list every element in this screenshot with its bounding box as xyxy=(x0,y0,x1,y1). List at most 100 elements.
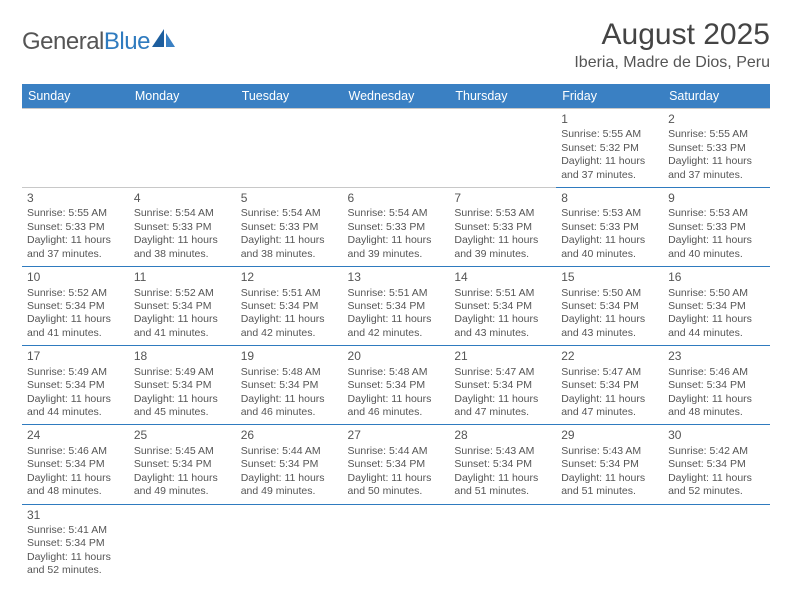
daylight-text-1: Daylight: 11 hours xyxy=(668,393,765,406)
daylight-text-1: Daylight: 11 hours xyxy=(668,313,765,326)
daylight-text-1: Daylight: 11 hours xyxy=(454,393,551,406)
sunset-text: Sunset: 5:34 PM xyxy=(561,300,658,313)
calendar-cell: 28Sunrise: 5:43 AMSunset: 5:34 PMDayligh… xyxy=(449,425,556,504)
calendar-row: 3Sunrise: 5:55 AMSunset: 5:33 PMDaylight… xyxy=(22,188,770,267)
daylight-text-2: and 51 minutes. xyxy=(561,485,658,498)
daylight-text-1: Daylight: 11 hours xyxy=(27,234,124,247)
calendar-cell: 19Sunrise: 5:48 AMSunset: 5:34 PMDayligh… xyxy=(236,346,343,425)
day-header-row: Sunday Monday Tuesday Wednesday Thursday… xyxy=(22,84,770,109)
sunset-text: Sunset: 5:34 PM xyxy=(454,300,551,313)
day-number: 29 xyxy=(561,428,658,443)
daylight-text-1: Daylight: 11 hours xyxy=(134,313,231,326)
calendar-cell xyxy=(236,109,343,188)
sunrise-text: Sunrise: 5:48 AM xyxy=(348,366,445,379)
daylight-text-2: and 43 minutes. xyxy=(454,327,551,340)
daylight-text-1: Daylight: 11 hours xyxy=(27,393,124,406)
sunrise-text: Sunrise: 5:55 AM xyxy=(27,207,124,220)
sunrise-text: Sunrise: 5:54 AM xyxy=(241,207,338,220)
sunrise-text: Sunrise: 5:44 AM xyxy=(348,445,445,458)
day-number: 18 xyxy=(134,349,231,364)
daylight-text-2: and 44 minutes. xyxy=(27,406,124,419)
calendar-cell: 5Sunrise: 5:54 AMSunset: 5:33 PMDaylight… xyxy=(236,188,343,267)
daylight-text-2: and 43 minutes. xyxy=(561,327,658,340)
daylight-text-1: Daylight: 11 hours xyxy=(454,472,551,485)
sunrise-text: Sunrise: 5:53 AM xyxy=(454,207,551,220)
daylight-text-2: and 52 minutes. xyxy=(668,485,765,498)
daylight-text-1: Daylight: 11 hours xyxy=(668,155,765,168)
logo: GeneralBlue xyxy=(22,18,176,56)
daylight-text-1: Daylight: 11 hours xyxy=(27,313,124,326)
daylight-text-2: and 42 minutes. xyxy=(348,327,445,340)
header-tuesday: Tuesday xyxy=(236,84,343,109)
month-title: August 2025 xyxy=(574,18,770,52)
day-number: 23 xyxy=(668,349,765,364)
sunset-text: Sunset: 5:34 PM xyxy=(348,300,445,313)
daylight-text-2: and 41 minutes. xyxy=(27,327,124,340)
daylight-text-2: and 44 minutes. xyxy=(668,327,765,340)
daylight-text-2: and 40 minutes. xyxy=(561,248,658,261)
sunset-text: Sunset: 5:34 PM xyxy=(241,458,338,471)
day-number: 5 xyxy=(241,191,338,206)
calendar-cell: 8Sunrise: 5:53 AMSunset: 5:33 PMDaylight… xyxy=(556,188,663,267)
calendar-cell: 3Sunrise: 5:55 AMSunset: 5:33 PMDaylight… xyxy=(22,188,129,267)
calendar-cell: 21Sunrise: 5:47 AMSunset: 5:34 PMDayligh… xyxy=(449,346,556,425)
sunrise-text: Sunrise: 5:43 AM xyxy=(454,445,551,458)
sunrise-text: Sunrise: 5:49 AM xyxy=(27,366,124,379)
daylight-text-2: and 47 minutes. xyxy=(454,406,551,419)
calendar-row: 10Sunrise: 5:52 AMSunset: 5:34 PMDayligh… xyxy=(22,267,770,346)
daylight-text-1: Daylight: 11 hours xyxy=(348,313,445,326)
sunrise-text: Sunrise: 5:51 AM xyxy=(348,287,445,300)
day-number: 8 xyxy=(561,191,658,206)
day-number: 31 xyxy=(27,508,124,523)
sunrise-text: Sunrise: 5:49 AM xyxy=(134,366,231,379)
sunrise-text: Sunrise: 5:53 AM xyxy=(561,207,658,220)
calendar-cell: 17Sunrise: 5:49 AMSunset: 5:34 PMDayligh… xyxy=(22,346,129,425)
calendar-cell: 16Sunrise: 5:50 AMSunset: 5:34 PMDayligh… xyxy=(663,267,770,346)
sunrise-text: Sunrise: 5:51 AM xyxy=(241,287,338,300)
daylight-text-1: Daylight: 11 hours xyxy=(668,234,765,247)
sunrise-text: Sunrise: 5:42 AM xyxy=(668,445,765,458)
day-number: 11 xyxy=(134,270,231,285)
sunset-text: Sunset: 5:34 PM xyxy=(27,300,124,313)
daylight-text-1: Daylight: 11 hours xyxy=(561,393,658,406)
daylight-text-1: Daylight: 11 hours xyxy=(134,472,231,485)
sunset-text: Sunset: 5:34 PM xyxy=(241,300,338,313)
calendar-cell: 7Sunrise: 5:53 AMSunset: 5:33 PMDaylight… xyxy=(449,188,556,267)
day-number: 19 xyxy=(241,349,338,364)
calendar-cell: 22Sunrise: 5:47 AMSunset: 5:34 PMDayligh… xyxy=(556,346,663,425)
header-friday: Friday xyxy=(556,84,663,109)
daylight-text-2: and 39 minutes. xyxy=(348,248,445,261)
calendar-cell: 30Sunrise: 5:42 AMSunset: 5:34 PMDayligh… xyxy=(663,425,770,504)
day-number: 21 xyxy=(454,349,551,364)
sunset-text: Sunset: 5:34 PM xyxy=(348,379,445,392)
sunrise-text: Sunrise: 5:54 AM xyxy=(348,207,445,220)
sunset-text: Sunset: 5:34 PM xyxy=(27,458,124,471)
daylight-text-2: and 48 minutes. xyxy=(668,406,765,419)
sunset-text: Sunset: 5:33 PM xyxy=(668,221,765,234)
daylight-text-2: and 49 minutes. xyxy=(241,485,338,498)
sunset-text: Sunset: 5:33 PM xyxy=(561,221,658,234)
sunrise-text: Sunrise: 5:52 AM xyxy=(134,287,231,300)
sunset-text: Sunset: 5:34 PM xyxy=(454,458,551,471)
day-number: 25 xyxy=(134,428,231,443)
sunset-text: Sunset: 5:33 PM xyxy=(27,221,124,234)
sunrise-text: Sunrise: 5:46 AM xyxy=(27,445,124,458)
daylight-text-2: and 42 minutes. xyxy=(241,327,338,340)
sunset-text: Sunset: 5:34 PM xyxy=(27,379,124,392)
sunset-text: Sunset: 5:34 PM xyxy=(668,458,765,471)
day-number: 3 xyxy=(27,191,124,206)
sunrise-text: Sunrise: 5:53 AM xyxy=(668,207,765,220)
day-number: 10 xyxy=(27,270,124,285)
sunrise-text: Sunrise: 5:55 AM xyxy=(561,128,658,141)
sunset-text: Sunset: 5:34 PM xyxy=(454,379,551,392)
sunset-text: Sunset: 5:32 PM xyxy=(561,142,658,155)
sunset-text: Sunset: 5:34 PM xyxy=(27,537,124,550)
day-number: 1 xyxy=(561,112,658,127)
sunset-text: Sunset: 5:34 PM xyxy=(668,379,765,392)
daylight-text-1: Daylight: 11 hours xyxy=(348,234,445,247)
header-sunday: Sunday xyxy=(22,84,129,109)
header-wednesday: Wednesday xyxy=(343,84,450,109)
daylight-text-1: Daylight: 11 hours xyxy=(454,313,551,326)
sunset-text: Sunset: 5:34 PM xyxy=(561,379,658,392)
sunrise-text: Sunrise: 5:51 AM xyxy=(454,287,551,300)
